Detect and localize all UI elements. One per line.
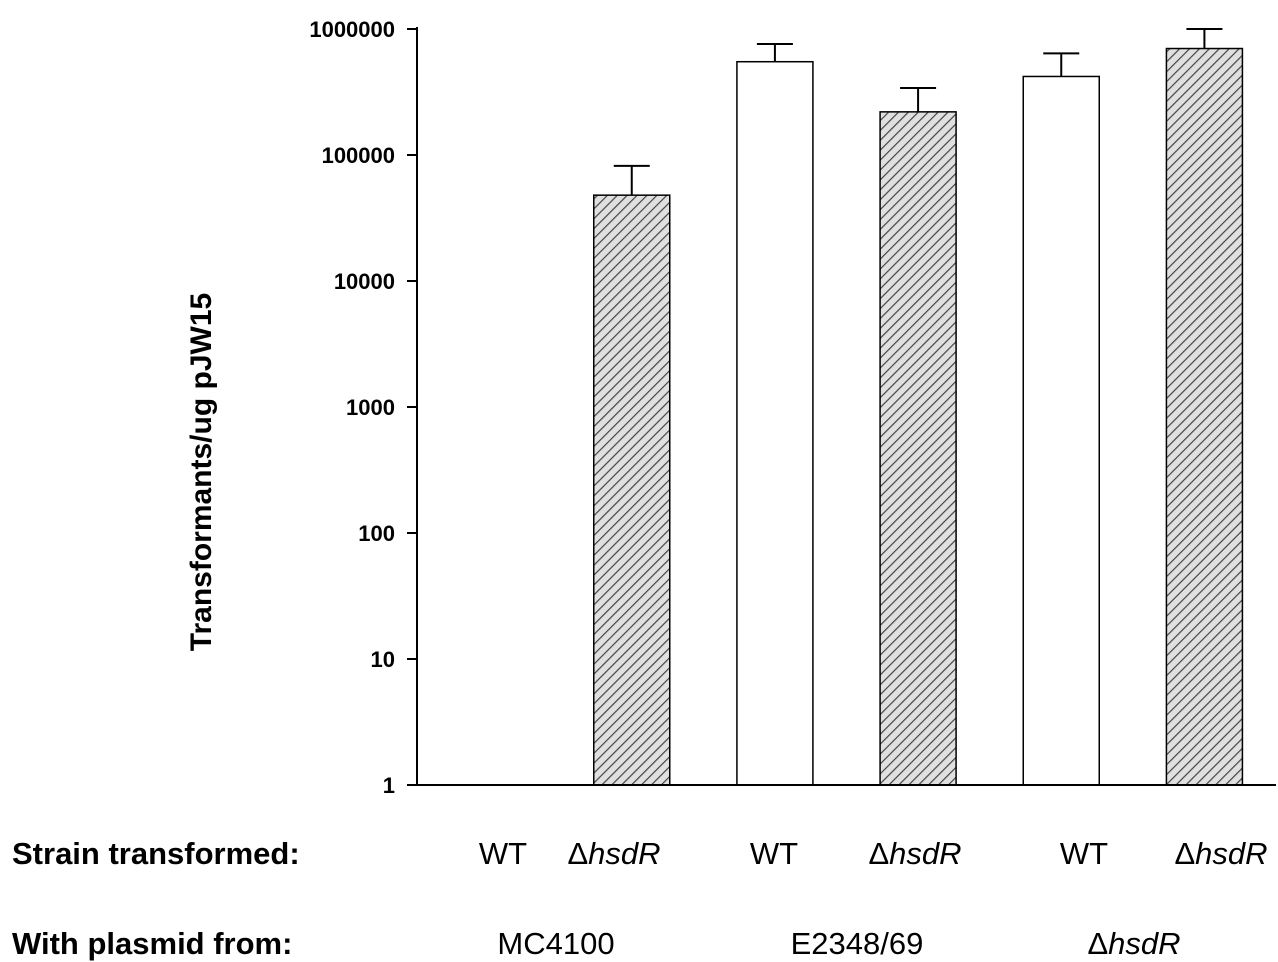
category-text: WT [1059,836,1109,871]
bar [1165,47,1244,786]
category-label: WT [750,836,798,872]
bars [593,28,1244,786]
delta-symbol: Δ [1174,836,1196,871]
y-tick-label: 10 [371,647,395,672]
y-tick-label: 100000 [322,143,395,168]
y-tick-label: 10000 [334,269,395,294]
y-tick-label: 1 [383,773,395,798]
category-label: ΔhsdR [1174,836,1267,872]
plasmid-row-title: With plasmid from: [12,926,293,961]
bar [1022,75,1100,786]
delta-symbol: Δ [567,836,589,871]
bar [736,60,814,786]
category-label: ΔhsdR [868,836,961,872]
y-tick-label: 1000000 [309,17,395,42]
y-tick-label: 100 [358,521,395,546]
category-label: ΔhsdR [1087,926,1180,962]
category-label: WT [1060,836,1108,872]
category-label: ΔhsdR [567,836,660,872]
bar [593,194,671,786]
category-text: hsdR [1108,926,1181,961]
category-text: MC4100 [497,926,615,961]
y-tick-label: 1000 [346,395,395,420]
category-text: WT [478,836,528,871]
bar-chart: 1 10 100 1000 10000 100000 1000000 Transforman… [185,17,1276,798]
category-text: hsdR [889,836,962,871]
category-label: WT [479,836,527,872]
delta-symbol: Δ [1087,926,1109,961]
strain-row-title: Strain transformed: [12,836,300,871]
bar [879,111,957,786]
delta-symbol: Δ [868,836,890,871]
category-text: WT [749,836,799,871]
category-label: E2348/69 [791,926,924,962]
category-label: MC4100 [497,926,614,962]
category-text: hsdR [1195,836,1268,871]
category-text: hsdR [588,836,661,871]
y-axis: 1 10 100 1000 10000 100000 1000000 [309,17,418,798]
category-text: E2348/69 [790,926,924,961]
y-axis-label: Transformants/ug pJW15 [185,293,218,651]
